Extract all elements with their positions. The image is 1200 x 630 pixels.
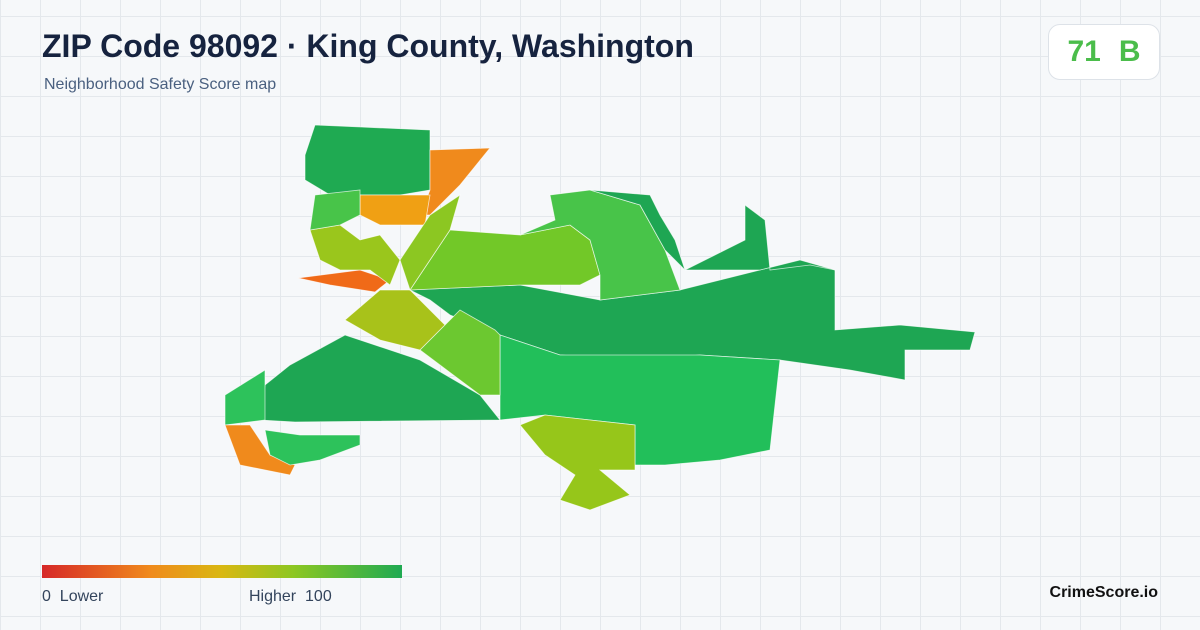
region bbox=[297, 269, 391, 293]
region bbox=[264, 429, 361, 466]
region bbox=[304, 124, 431, 196]
legend-max-value: 100 bbox=[305, 588, 332, 605]
legend-min-value: 0 bbox=[42, 588, 51, 605]
legend-max: Higher 100 bbox=[249, 588, 332, 606]
title: ZIP Code 98092 · King County, Washington bbox=[42, 28, 694, 64]
region bbox=[684, 204, 836, 271]
region bbox=[519, 414, 636, 511]
region bbox=[589, 189, 686, 271]
region bbox=[499, 334, 781, 466]
legend-min-label: Lower bbox=[59, 588, 104, 605]
region bbox=[224, 424, 296, 476]
score: 71 bbox=[1067, 35, 1101, 68]
legend-gradient bbox=[42, 565, 402, 578]
subtitle: Neighborhood Safety Score map bbox=[44, 76, 277, 93]
region bbox=[309, 189, 361, 231]
region bbox=[224, 369, 266, 426]
legend-min: 0 Lower bbox=[42, 588, 103, 606]
region bbox=[399, 194, 461, 291]
brand: CrimeScore.io bbox=[1049, 584, 1158, 601]
score-badge: 71 B bbox=[1048, 24, 1160, 80]
region bbox=[419, 309, 501, 396]
legend-max-label: Higher bbox=[249, 588, 297, 605]
grade: B bbox=[1118, 35, 1141, 68]
region bbox=[359, 194, 431, 226]
region bbox=[309, 224, 401, 286]
